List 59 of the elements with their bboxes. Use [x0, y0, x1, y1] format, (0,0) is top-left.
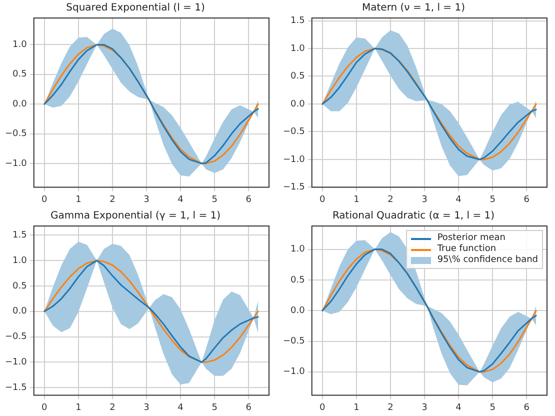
- x-tick-label: 3: [422, 194, 428, 205]
- chart-title: Gamma Exponential (γ = 1, l = 1): [50, 210, 221, 222]
- y-tick-label: 1.0: [290, 244, 306, 255]
- y-tick-label: −0.5: [282, 127, 305, 138]
- x-tick-label: 6: [524, 402, 530, 413]
- x-tick-label: 2: [388, 402, 394, 413]
- y-tick-label: 0.5: [290, 72, 305, 82]
- y-tick-label: 1.0: [12, 40, 28, 50]
- y-tick-label: −1.0: [282, 367, 306, 378]
- y-tick-label: −1.5: [282, 182, 305, 193]
- x-tick-label: 0: [320, 402, 326, 413]
- y-tick-label: 0.5: [290, 275, 305, 286]
- y-tick-label: −1.0: [282, 154, 306, 165]
- y-tick-label: −0.5: [282, 336, 305, 347]
- legend-label: True function: [437, 244, 496, 255]
- x-tick-label: 1: [354, 402, 360, 413]
- x-tick-label: 5: [212, 194, 218, 205]
- x-tick-label: 1: [76, 194, 82, 205]
- x-tick-label: 4: [178, 194, 184, 205]
- x-tick-label: 3: [144, 402, 150, 413]
- x-tick-label: 2: [110, 194, 116, 205]
- chart-title: Squared Exponential (l = 1): [66, 2, 205, 14]
- x-tick-label: 1: [76, 402, 82, 413]
- x-tick-label: 2: [388, 194, 394, 205]
- y-tick-label: −0.5: [4, 129, 27, 140]
- legend-label: Posterior mean: [437, 233, 506, 244]
- y-tick-label: 1.0: [290, 44, 306, 54]
- annotation: 95\% confidence band: [437, 255, 538, 266]
- y-tick-label: 0.0: [12, 99, 28, 110]
- y-tick-label: −1.0: [4, 158, 28, 169]
- x-tick-label: 4: [456, 402, 462, 413]
- y-tick-label: 1.0: [12, 256, 28, 266]
- x-tick-label: 4: [178, 402, 184, 413]
- y-tick-label: 0.0: [12, 306, 28, 317]
- x-tick-label: 5: [212, 402, 218, 413]
- x-tick-label: 0: [42, 194, 48, 205]
- y-tick-label: 1.5: [12, 230, 27, 240]
- y-tick-label: 0.5: [12, 281, 27, 292]
- y-tick-label: 0.0: [290, 99, 306, 110]
- y-tick-label: 0.0: [290, 306, 306, 316]
- x-tick-label: 6: [246, 194, 252, 205]
- x-tick-label: 5: [490, 402, 496, 413]
- y-tick-label: −0.5: [4, 332, 27, 342]
- y-tick-label: 1.5: [290, 16, 305, 26]
- x-tick-label: 3: [422, 402, 428, 413]
- x-tick-label: 4: [456, 194, 462, 205]
- x-tick-label: 6: [524, 194, 530, 205]
- y-tick-label: −1.0: [4, 358, 28, 368]
- x-tick-label: 0: [42, 402, 48, 413]
- y-tick-label: 0.5: [12, 70, 27, 80]
- x-tick-label: 1: [354, 194, 360, 205]
- x-tick-label: 0: [320, 194, 326, 205]
- chart-title: Matern (ν = 1, l = 1): [362, 2, 466, 14]
- x-tick-label: 6: [246, 402, 252, 413]
- x-tick-label: 5: [490, 194, 496, 205]
- y-tick-label: −1.5: [4, 382, 27, 393]
- x-tick-label: 3: [144, 194, 150, 205]
- x-tick-label: 2: [110, 402, 116, 413]
- chart-title: Rational Quadratic (α = 1, l = 1): [332, 210, 495, 222]
